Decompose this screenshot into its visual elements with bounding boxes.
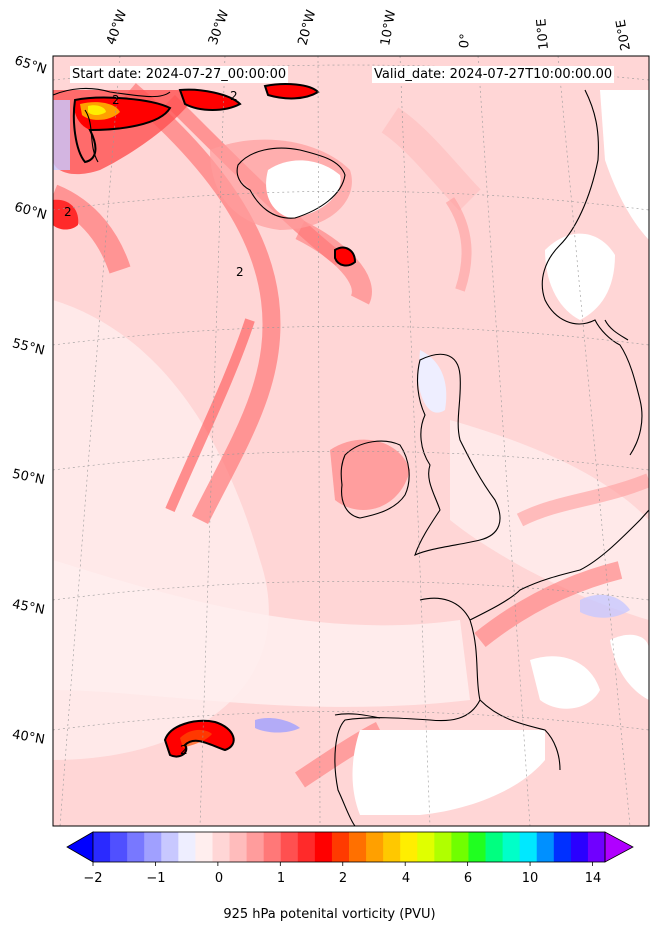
colorbar-tick-label: 10 <box>521 871 539 886</box>
colorbar-swatch <box>417 832 435 862</box>
colorbar-swatch <box>144 832 162 862</box>
map-frame <box>52 55 650 827</box>
contour-label: 2 <box>64 205 72 219</box>
colorbar-swatch <box>349 832 367 862</box>
contour-label: 2 <box>112 93 120 107</box>
colorbar-extend-high <box>604 831 634 863</box>
colorbar-swatch <box>93 832 111 862</box>
coastlines <box>53 87 649 826</box>
colorbar-swatch <box>587 832 606 862</box>
valid-date: Valid_date: 2024-07-27T10:00:00.00 <box>372 66 615 83</box>
colorbar-tick-label: 0 <box>214 871 224 886</box>
colorbar-swatch <box>451 832 469 862</box>
colorbar-swatch <box>178 832 196 862</box>
contour-label: 2 <box>180 743 188 757</box>
contour-label: 2 <box>236 265 244 279</box>
colorbar-swatch <box>570 832 589 862</box>
colorbar-swatch <box>110 832 128 862</box>
colorbar-tick-label: 1 <box>276 871 286 886</box>
colorbar-swatch <box>366 832 384 862</box>
colorbar-swatch <box>161 832 179 862</box>
colorbar-swatch <box>297 832 316 862</box>
lon-label: 10°E <box>534 17 552 51</box>
colorbar-swatch <box>195 832 213 862</box>
graticule <box>53 56 649 826</box>
colorbar-swatch <box>280 832 299 862</box>
colorbar-swatch <box>383 832 401 862</box>
colorbar-tick-label: 14 <box>584 871 602 886</box>
colorbar-tick-label: 6 <box>463 871 473 886</box>
colorbar-swatch <box>536 832 555 862</box>
colorbar-swatch <box>485 832 504 862</box>
colorbar-swatch <box>400 832 418 862</box>
colorbar-extend-low <box>66 831 94 863</box>
colorbar-swatch <box>468 832 487 862</box>
colorbar-frame <box>92 831 606 863</box>
colorbar-tick-label: −2 <box>83 871 103 886</box>
colorbar-swatch <box>314 832 333 862</box>
colorbar-swatch <box>553 832 572 862</box>
colorbar-tick-label: 2 <box>338 871 348 886</box>
start-date: Start date: 2024-07-27_00:00:00 <box>70 66 289 83</box>
colorbar-swatch <box>519 832 538 862</box>
colorbar-swatch <box>246 832 265 862</box>
lon-label: 0° <box>457 32 474 49</box>
colorbar-swatch <box>212 832 231 862</box>
colorbar-tick-label: 4 <box>401 871 411 886</box>
pv-field <box>53 56 649 826</box>
colorbar-swatch <box>434 832 452 862</box>
colorbar-title: 925 hPa potenital vorticity (PVU) <box>223 907 436 922</box>
colorbar-swatch <box>229 832 248 862</box>
colorbar-swatch <box>263 832 282 862</box>
colorbar-swatch <box>502 832 521 862</box>
colorbar-tick-label: −1 <box>146 871 166 886</box>
colorbar <box>66 831 634 866</box>
contour-label: 2 <box>230 89 238 103</box>
colorbar-swatch <box>127 832 145 862</box>
colorbar-swatch <box>331 832 350 862</box>
